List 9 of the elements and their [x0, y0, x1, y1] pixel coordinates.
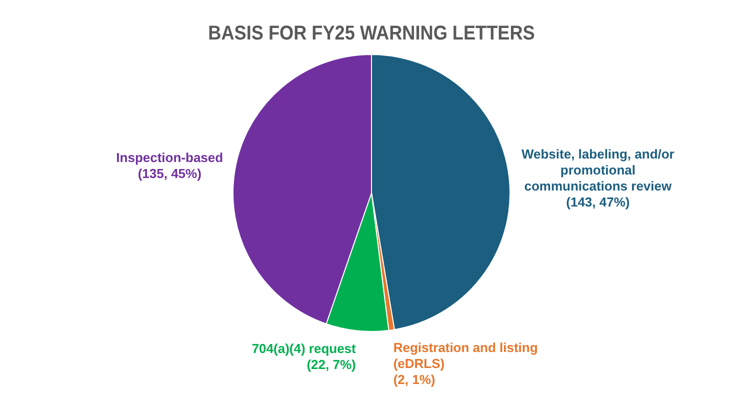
- slice-label: Registration and listing (eDRLS): [393, 340, 538, 371]
- data-label: (22, 7%): [306, 356, 356, 372]
- chart-title: BASIS FOR FY25 WARNING LETTERS: [208, 22, 535, 45]
- data-label: (143, 47%): [566, 194, 630, 210]
- data-label: (135, 45%): [138, 166, 202, 182]
- data-label: (2, 1%): [393, 372, 436, 387]
- slice-label: Inspection-based: [116, 150, 224, 166]
- slice-label: 704(a)(4) request: [252, 340, 357, 356]
- slice-label: Website, labeling, and/or promotional communications review: [521, 146, 674, 194]
